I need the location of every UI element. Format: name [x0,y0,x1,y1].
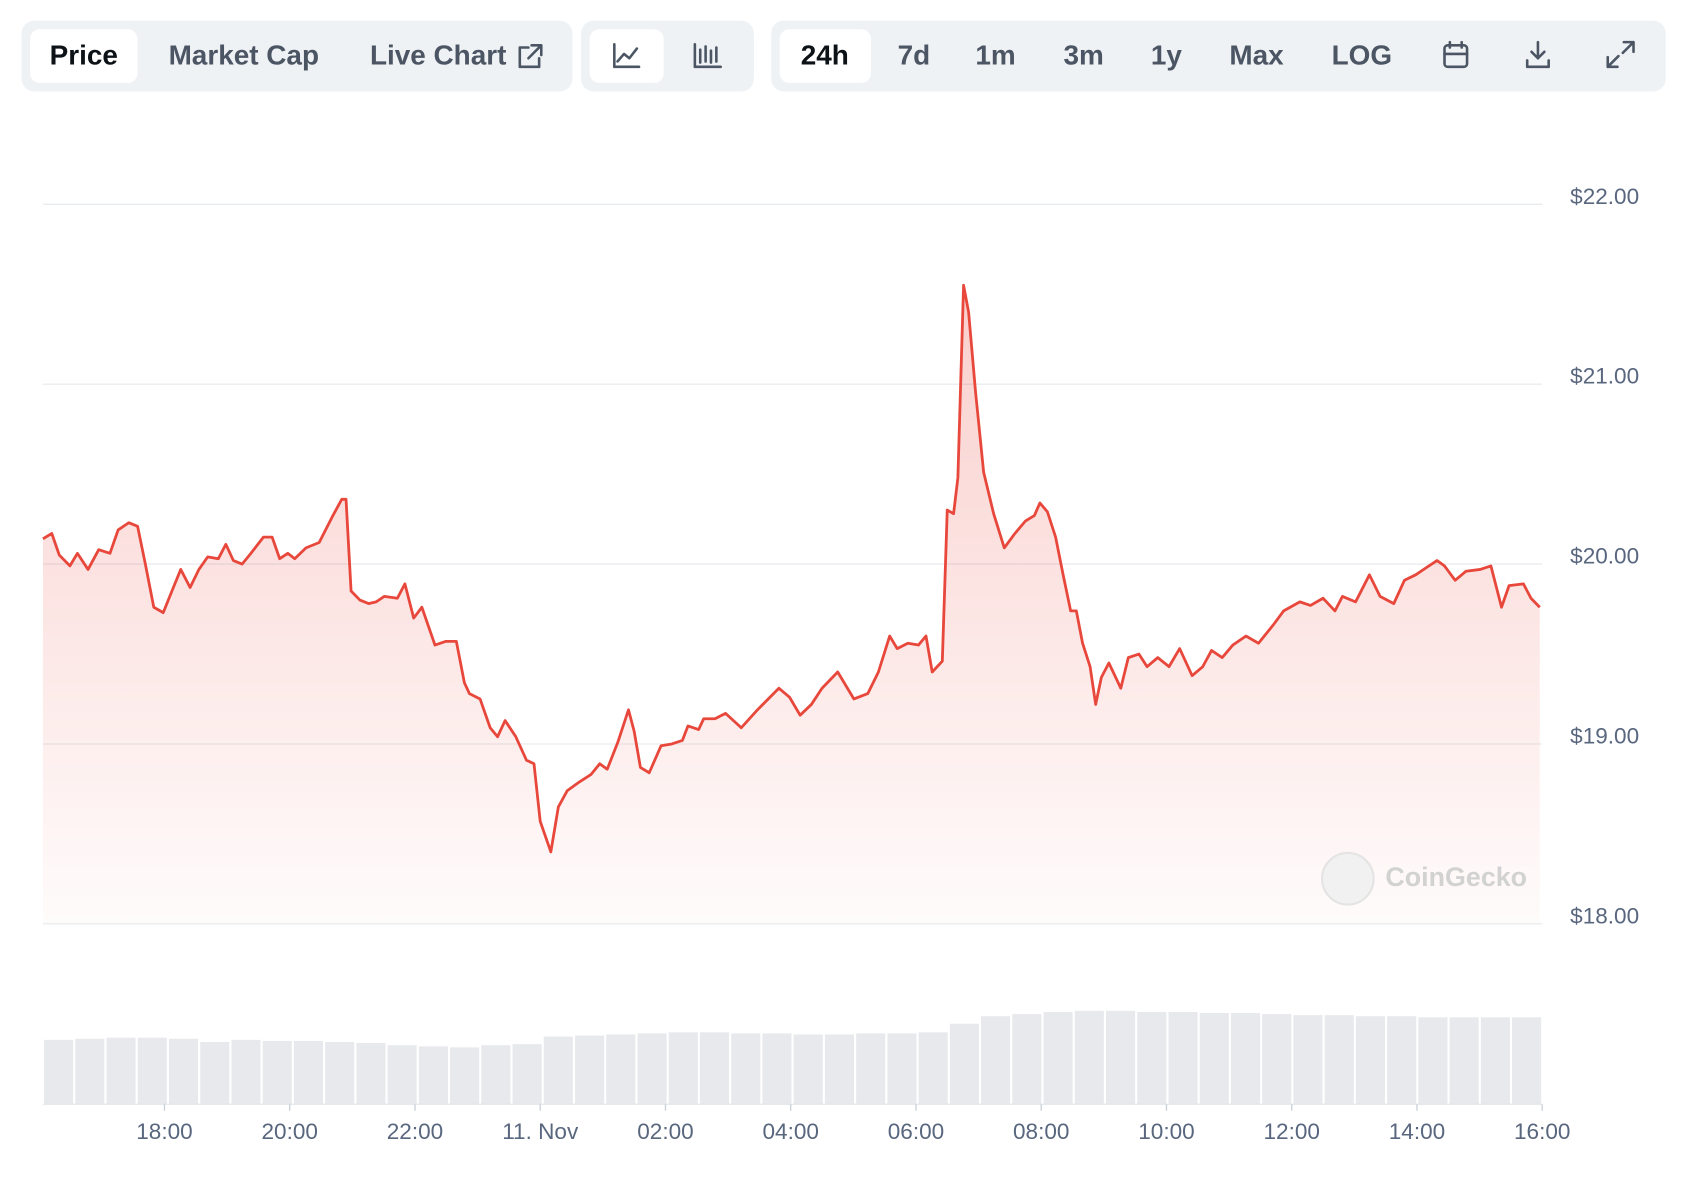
price-line [42,283,1541,854]
range-max[interactable]: Max [1229,40,1284,71]
volume-bar [1512,1017,1542,1105]
fullscreen-icon[interactable] [1606,40,1635,69]
tab-group [21,20,573,92]
x-tick-label: 10:00 [1138,1119,1194,1144]
volume-bar [1012,1014,1042,1105]
y-tick-label: $21.00 [1570,364,1639,389]
volume-bar [918,1032,948,1105]
volume-bar [262,1040,292,1105]
volume-bar [293,1040,323,1105]
volume-bar [450,1047,480,1105]
x-tick-label: 12:00 [1264,1119,1320,1144]
price-area [42,285,1540,924]
x-tick-label: 11. Nov [502,1119,579,1144]
volume-bar [637,1033,667,1105]
x-tick-label: 18:00 [136,1119,192,1144]
y-tick-label: $18.00 [1570,903,1639,928]
volume-bar [1387,1016,1417,1105]
range-1m[interactable]: 1m [975,40,1015,71]
y-tick-label: $20.00 [1570,544,1639,569]
candle-chart-icon[interactable] [693,42,722,69]
volume-bar [793,1034,823,1105]
volume-bar [481,1045,511,1105]
range-group [771,20,1666,92]
volume-bar [699,1032,730,1105]
volume-bar [1199,1013,1229,1105]
download-icon[interactable] [1525,40,1550,69]
volume-bar [1074,1010,1104,1105]
volume-bar [512,1044,542,1105]
volume-bar [356,1043,386,1105]
volume-bar [856,1033,886,1105]
volume-bar [418,1046,448,1105]
volume-bar [1168,1011,1198,1105]
volume-bar [1043,1011,1073,1105]
range-3m[interactable]: 3m [1063,40,1103,71]
volume-bar [731,1033,761,1105]
range-7d[interactable]: 7d [898,40,931,71]
volume-bar [981,1016,1011,1105]
x-tick-label: 06:00 [888,1119,944,1144]
x-tick-label: 16:00 [1514,1119,1570,1144]
tab-live-chart[interactable]: Live Chart [370,40,506,71]
volume-bar [1418,1017,1448,1105]
line-chart-icon[interactable] [613,42,641,69]
volume-bar [137,1037,167,1105]
volume-bar [1230,1013,1261,1105]
range-1y[interactable]: 1y [1151,40,1183,71]
x-tick-label: 04:00 [762,1119,818,1144]
tab-selected [30,29,138,83]
volume-bar [1355,1016,1385,1105]
volume-bar [575,1035,605,1105]
y-tick-label: $22.00 [1570,184,1639,209]
tab-price[interactable]: Price [50,40,118,71]
volume-bar [1480,1017,1510,1105]
volume-bar [606,1034,636,1105]
external-link-icon [518,44,543,69]
volume-bar [325,1041,355,1105]
range-selected [779,29,871,83]
x-tick-label: 22:00 [387,1119,443,1144]
volume-bar [75,1038,105,1105]
volume-bar [1262,1014,1292,1105]
y-tick-label: $19.00 [1570,723,1639,748]
volume-bar [231,1039,261,1105]
x-tick-label: 14:00 [1389,1119,1445,1144]
watermark: CoinGecko [1385,862,1527,892]
volume-bar [387,1045,417,1105]
volume-bar [668,1032,698,1105]
x-tick-label: 08:00 [1013,1119,1069,1144]
range-24h[interactable]: 24h [801,40,849,71]
volume-bar [1293,1015,1323,1105]
volume-bar [887,1033,917,1105]
calendar-icon[interactable] [1443,40,1469,69]
volume-bar [200,1041,230,1105]
volume-bar [168,1038,199,1105]
log-toggle[interactable]: LOG [1332,40,1392,71]
watermark-logo [1320,851,1375,906]
volume-bar [824,1034,854,1105]
volume-bar [106,1037,136,1105]
tab-market-cap[interactable]: Market Cap [169,40,319,71]
volume-bar [949,1023,979,1105]
volume-bar [543,1036,573,1105]
volume-bar [44,1039,74,1105]
x-tick-label: 02:00 [637,1119,693,1144]
volume-bar [1106,1010,1136,1105]
x-tick-label: 20:00 [261,1119,317,1144]
volume-bar [762,1033,792,1105]
volume-bar [1324,1015,1354,1105]
volume-bar [1449,1017,1479,1105]
volume-bar [1137,1011,1167,1105]
